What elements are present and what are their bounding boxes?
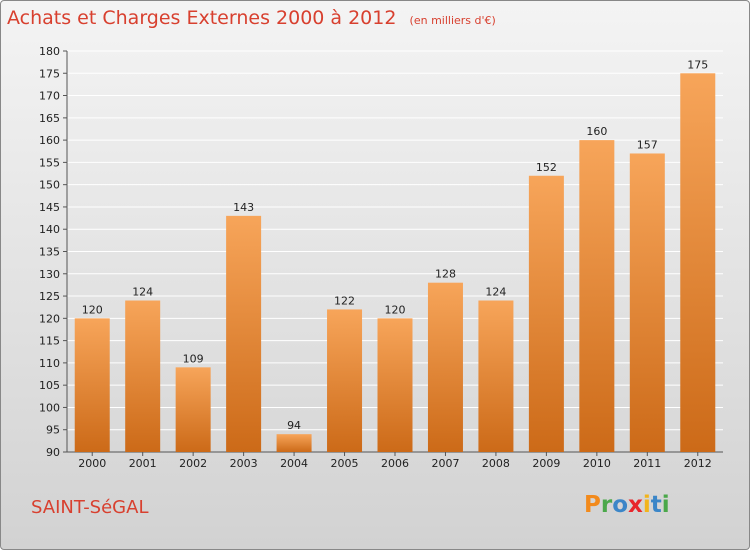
bar-2005 [327, 309, 363, 452]
y-tick-label: 125 [39, 290, 60, 303]
y-tick-labels: 90 95 100 105 110 115 120 125 130 135 140 145 150 155… [39, 45, 67, 459]
x-tick-label: 2001 [129, 457, 157, 470]
data-label: 109 [183, 352, 204, 365]
logo-letter: i [661, 492, 670, 518]
bar-2008 [478, 300, 514, 452]
y-tick-label: 180 [39, 45, 60, 58]
y-tick-label: 90 [46, 446, 60, 459]
logo-letter: o [612, 492, 629, 518]
logo-letter: x [628, 492, 643, 518]
data-label: 124 [132, 286, 153, 299]
x-tick-label: 2011 [633, 457, 661, 470]
data-label: 128 [435, 268, 456, 281]
x-tick-label: 2003 [230, 457, 258, 470]
y-tick-label: 130 [39, 268, 60, 281]
logo-letter: t [650, 492, 662, 518]
commune-name: SAINT-SéGAL [31, 497, 149, 518]
bar-2007 [427, 282, 463, 452]
x-tick-labels: 2000 2001 2002 2003 2004 2005 2006 2007 2008 2009… [78, 452, 712, 470]
y-tick-label: 165 [39, 112, 60, 125]
y-tick-label: 115 [39, 335, 60, 348]
data-label: 143 [233, 201, 254, 214]
y-tick-label: 135 [39, 246, 60, 259]
data-label: 120 [82, 303, 103, 316]
bar-2009 [528, 175, 564, 452]
x-tick-label: 2007 [431, 457, 459, 470]
y-tick-label: 150 [39, 179, 60, 192]
logo-letter: r [600, 492, 613, 518]
chart-title-block: Achats et Charges Externes 2000 à 2012 (… [7, 7, 496, 29]
bar-2001 [125, 300, 161, 452]
bar-2003 [226, 215, 262, 452]
bar-2006 [377, 318, 413, 452]
data-labels: 120 124 109 143 94 122 120 128 124 152 160 157 175 [82, 58, 709, 432]
y-tick-label: 100 [39, 401, 60, 414]
proxiti-logo[interactable]: Proxiti [584, 492, 670, 518]
bar-2002 [175, 367, 211, 452]
x-tick-label: 2009 [532, 457, 560, 470]
bars [74, 73, 716, 453]
x-tick-label: 2006 [381, 457, 409, 470]
y-tick-label: 170 [39, 90, 60, 103]
bar-2004 [276, 434, 312, 452]
data-label: 152 [536, 161, 557, 174]
bar-2010 [579, 140, 615, 452]
y-tick-label: 140 [39, 223, 60, 236]
x-tick-label: 2005 [331, 457, 359, 470]
y-tick-label: 120 [39, 312, 60, 325]
chart-title: Achats et Charges Externes 2000 à 2012 [7, 7, 397, 29]
x-tick-label: 2012 [684, 457, 712, 470]
data-label: 124 [485, 286, 506, 299]
bar-2000 [74, 318, 110, 452]
data-label: 120 [385, 303, 406, 316]
data-label: 94 [287, 419, 301, 432]
y-tick-label: 160 [39, 134, 60, 147]
logo-letter: P [584, 492, 601, 518]
x-tick-label: 2000 [78, 457, 106, 470]
y-tick-label: 110 [39, 357, 60, 370]
bar-2011 [629, 153, 665, 452]
x-tick-label: 2010 [583, 457, 611, 470]
logo-letter: i [642, 492, 651, 518]
y-tick-label: 155 [39, 156, 60, 169]
y-tick-label: 175 [39, 67, 60, 80]
y-tick-label: 95 [46, 424, 60, 437]
data-label: 122 [334, 294, 355, 307]
data-label: 175 [687, 58, 708, 71]
chart-unit: (en milliers d'€) [409, 14, 496, 27]
data-label: 160 [586, 125, 607, 138]
x-tick-label: 2002 [179, 457, 207, 470]
data-label: 157 [637, 138, 658, 151]
bar-2012 [680, 73, 716, 453]
x-tick-label: 2008 [482, 457, 510, 470]
y-tick-label: 105 [39, 379, 60, 392]
x-tick-label: 2004 [280, 457, 308, 470]
y-tick-label: 145 [39, 201, 60, 214]
